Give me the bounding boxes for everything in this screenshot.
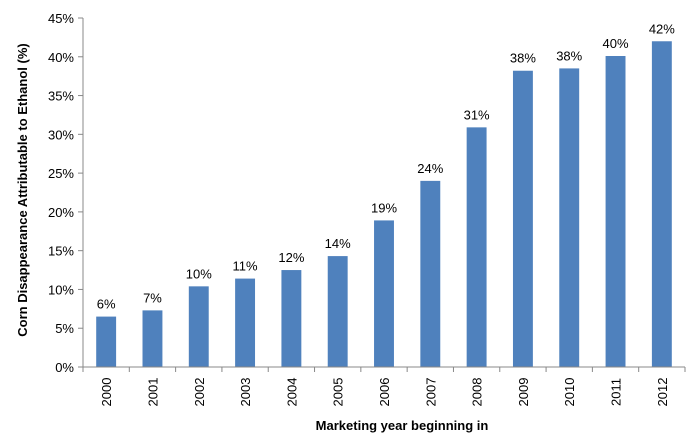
y-tick-label: 30% (48, 127, 74, 142)
bar (466, 127, 487, 367)
data-label: 19% (371, 200, 397, 215)
x-tick-label: 2008 (470, 378, 485, 407)
bar (142, 310, 163, 367)
data-label: 11% (233, 259, 258, 274)
bar (281, 270, 302, 367)
y-axis-title: Corn Disappearance Attributable to Ethan… (15, 43, 30, 337)
x-tick-label: 2002 (192, 378, 207, 407)
data-label: 10% (186, 266, 212, 281)
data-label: 12% (278, 250, 304, 265)
data-label: 38% (556, 48, 582, 63)
x-tick-label: 2006 (377, 378, 392, 407)
y-tick-label: 0% (55, 360, 74, 375)
x-tick-label: 2010 (562, 378, 577, 407)
x-tick-label: 2007 (423, 378, 438, 407)
bar (512, 70, 533, 367)
bar (327, 256, 348, 367)
data-label: 40% (603, 36, 629, 51)
bar (651, 41, 672, 368)
data-label: 14% (325, 236, 351, 251)
bar (374, 220, 394, 367)
data-label: 42% (649, 21, 675, 36)
x-axis-ticks: 2000 2001 2002 2003 2004 2005 2006 2007 2008 2009… (82, 367, 686, 407)
y-tick-label: 35% (48, 89, 74, 104)
bars (96, 41, 672, 368)
bar (188, 286, 209, 367)
y-tick-label: 5% (55, 321, 74, 336)
y-tick-label: 15% (48, 244, 74, 259)
bar (559, 68, 580, 368)
bar (96, 316, 117, 367)
x-tick-label: 2001 (145, 378, 160, 407)
x-axis-title: Marketing year beginning in (316, 418, 489, 433)
bar (235, 278, 256, 367)
x-tick-label: 2005 (331, 378, 346, 407)
x-tick-label: 2003 (238, 378, 253, 407)
data-label: 7% (143, 290, 162, 305)
bar (605, 56, 626, 367)
x-tick-label: 2004 (284, 378, 299, 407)
data-labels: 6% 7% 10% 11% 12% 14% 19% 24% 31% 38% 38% 40% 42% (97, 21, 676, 311)
y-tick-label: 45% (48, 11, 74, 26)
y-tick-label: 10% (48, 282, 74, 297)
x-tick-label: 2009 (516, 378, 531, 407)
y-axis-ticks: 0% 5% 10% 15% 20% 25% 30% 35% 40% 45% (48, 11, 83, 375)
x-tick-label: 2012 (655, 378, 670, 407)
bar (420, 180, 441, 367)
x-tick-label: 2000 (99, 378, 114, 407)
data-label: 38% (510, 51, 536, 66)
data-label: 24% (417, 161, 443, 176)
y-tick-label: 40% (48, 50, 74, 65)
data-label: 31% (464, 107, 490, 122)
y-tick-label: 25% (48, 166, 74, 181)
y-tick-label: 20% (48, 205, 74, 220)
data-label: 6% (97, 297, 116, 312)
x-tick-label: 2011 (609, 378, 624, 406)
